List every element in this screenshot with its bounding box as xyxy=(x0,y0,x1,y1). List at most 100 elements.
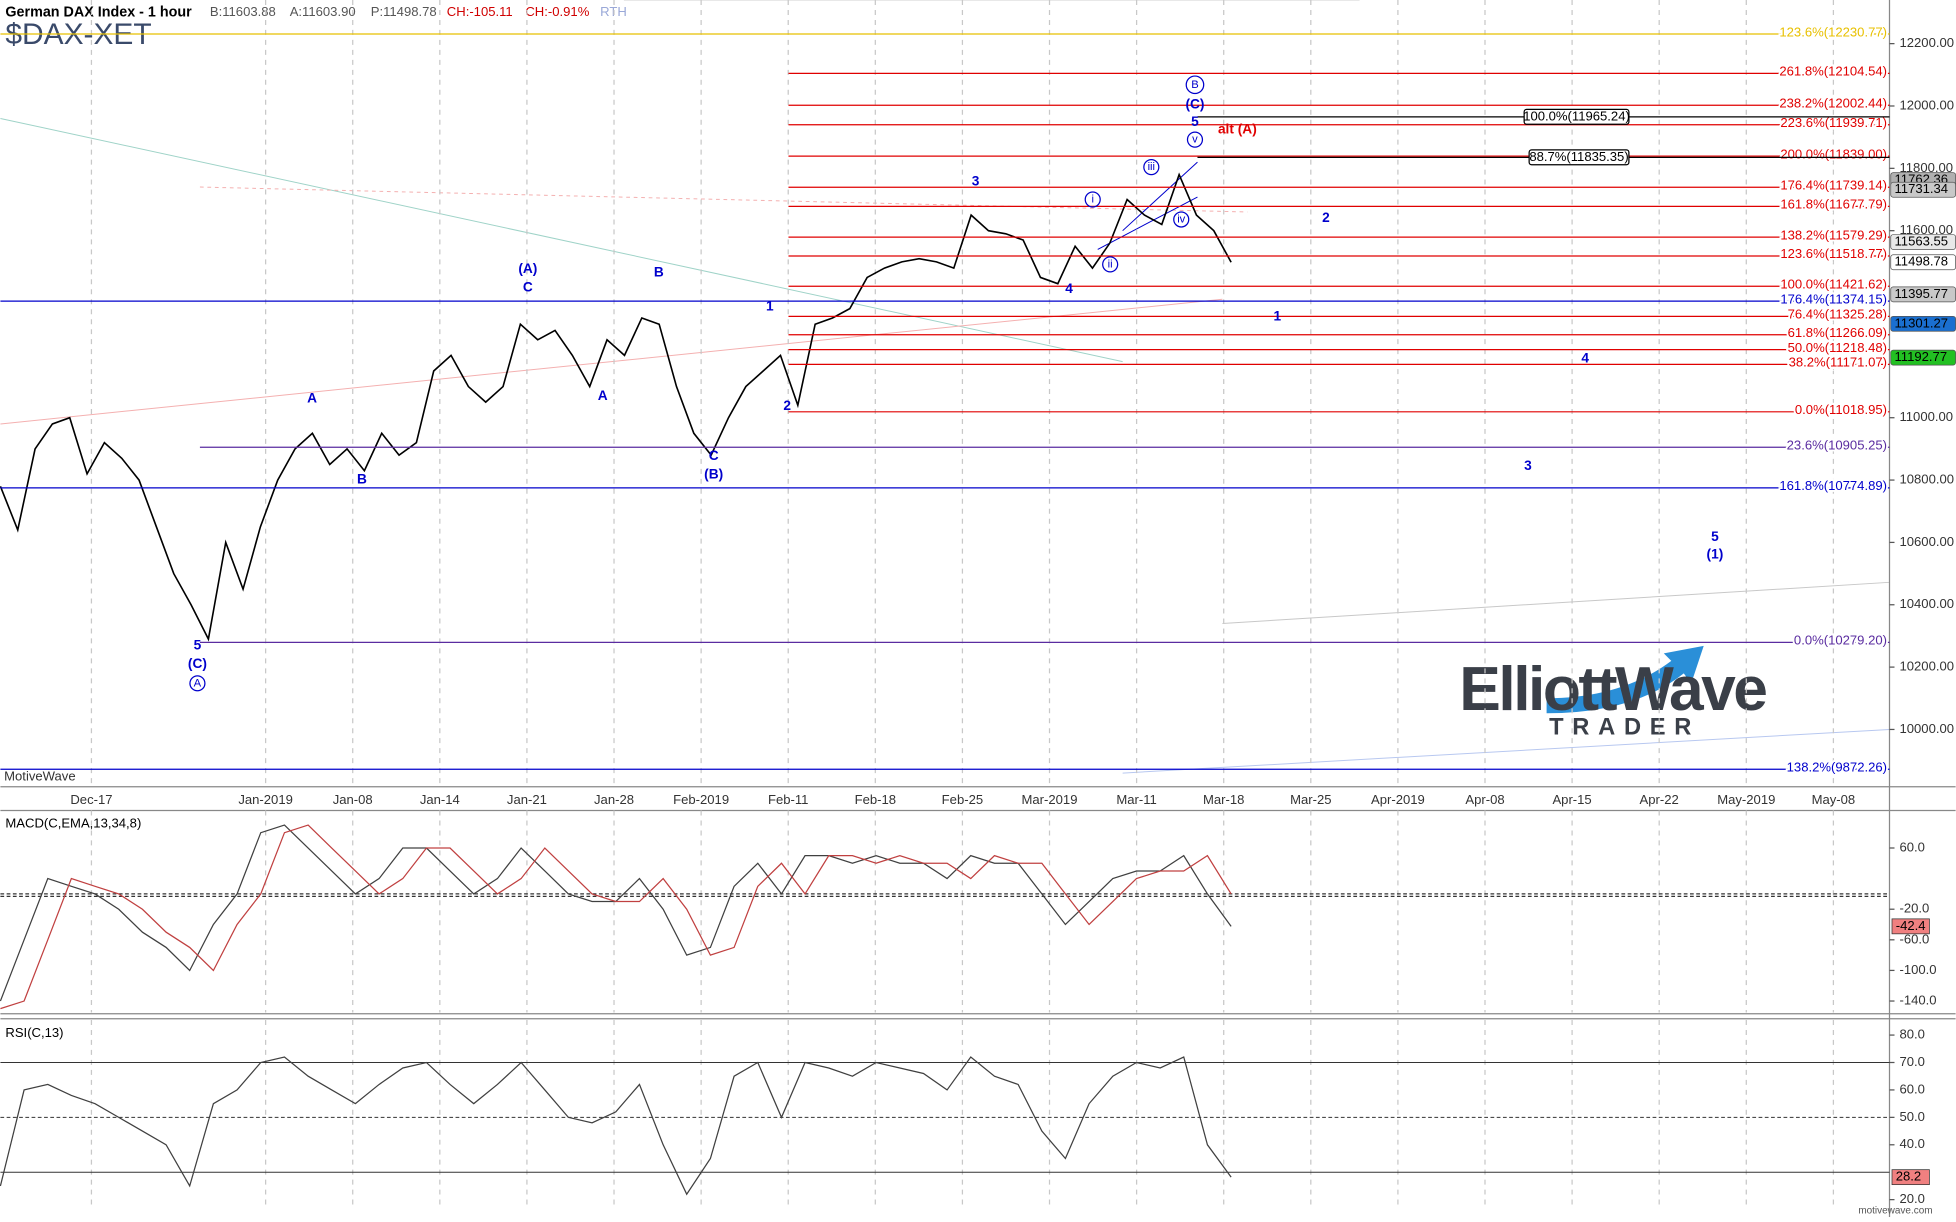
wave-label: iv xyxy=(1177,213,1185,225)
fib-level-label: 176.4%(11374.15) xyxy=(1780,291,1887,306)
logo-title: ElliottWave xyxy=(1459,655,1766,724)
fib-level-label: 0.0%(10279.20) xyxy=(1794,633,1887,648)
wave-circle xyxy=(1173,211,1190,228)
x-tick-label: Apr-15 xyxy=(1552,792,1591,807)
x-tick-label: May-2019 xyxy=(1717,792,1775,807)
projection-label: 100.0%(11965.24) xyxy=(1523,108,1630,123)
wave-label: 2 xyxy=(783,398,791,413)
wave-label: iii xyxy=(1148,161,1155,173)
fib-level-label: 161.8%(10774.89) xyxy=(1779,478,1887,493)
y-tick-label: 10800.00 xyxy=(1899,472,1954,487)
wave-label: i xyxy=(1091,193,1094,205)
x-tick-label: Mar-11 xyxy=(1116,792,1156,807)
y-tick-label: 50.0 xyxy=(1899,1109,1924,1124)
wave-label: ii xyxy=(1108,258,1113,270)
channel-line xyxy=(1222,581,1890,624)
y-tick-label: 12000.00 xyxy=(1899,97,1954,112)
pane-title: RSI(C,13) xyxy=(5,1025,63,1040)
logo-subtitle: TRADER xyxy=(1549,714,1700,740)
wave-label: 4 xyxy=(1065,281,1073,296)
y-tick-label: 20.0 xyxy=(1899,1191,1924,1206)
y-tick-label: 40.0 xyxy=(1899,1136,1924,1151)
fib-level-label: 23.6%(10905.25) xyxy=(1787,437,1887,452)
wave-label: 5 xyxy=(194,638,202,653)
wave-label: A xyxy=(307,391,317,406)
chart-title: German DAX Index - 1 hour xyxy=(5,4,192,20)
pane-title: MACD(C,EMA,13,34,8) xyxy=(5,816,141,831)
y-tick-label: 11800.00 xyxy=(1899,160,1953,175)
wave-label: (C) xyxy=(188,656,207,671)
y-tick-label: 10200.00 xyxy=(1899,659,1954,674)
fib-level-label: 61.8%(11266.09) xyxy=(1788,325,1887,340)
fib-level-label: 161.8%(11677.79) xyxy=(1780,197,1887,212)
y-tick-label: -140.0 xyxy=(1899,992,1936,1007)
last-value-label: -42.4 xyxy=(1896,918,1926,933)
wave-label: C xyxy=(709,448,719,463)
wave-circle xyxy=(1084,191,1101,208)
bid: B:11603.88 xyxy=(210,4,276,19)
change-pct: CH:-0.91% xyxy=(525,4,589,19)
price-tag-label: 11395.77 xyxy=(1894,286,1948,301)
last-value-tag xyxy=(1891,1169,1930,1186)
wave-circle xyxy=(1102,256,1119,273)
fib-level-label: 0.0%(11018.95) xyxy=(1795,402,1887,417)
channel-line xyxy=(1097,196,1198,250)
price-tag-label: 11563.55 xyxy=(1894,233,1948,248)
y-tick-label: 11000.00 xyxy=(1899,409,1953,424)
wave-label: A xyxy=(598,388,608,403)
fib-level-label: 50.0%(11218.48) xyxy=(1788,340,1887,355)
channel-line xyxy=(0,117,1123,363)
wave-label: 3 xyxy=(1524,458,1532,473)
y-tick-label: 60.0 xyxy=(1899,839,1924,854)
y-tick-label: 12200.00 xyxy=(1899,35,1954,50)
x-tick-label: Mar-18 xyxy=(1203,792,1244,807)
x-tick-label: Dec-17 xyxy=(70,792,112,807)
y-tick-label: 10000.00 xyxy=(1899,721,1954,736)
wave-circle xyxy=(1143,158,1160,176)
x-tick-label: Mar-2019 xyxy=(1022,792,1078,807)
fib-level-label: 138.2%(9872.26) xyxy=(1787,759,1887,774)
trend-lines xyxy=(0,0,1890,774)
wave-label: (B) xyxy=(704,467,723,482)
last-value-tag xyxy=(1891,918,1930,935)
wave-label: 1 xyxy=(766,298,774,313)
wave-label: (A) xyxy=(518,261,537,276)
y-tick-label: 10600.00 xyxy=(1899,534,1954,549)
x-tick-label: Feb-25 xyxy=(942,792,983,807)
channel-line xyxy=(1122,728,1890,774)
watermark: MotiveWave xyxy=(4,768,75,783)
fib-level-label: 123.6%(12230.77) xyxy=(1779,24,1887,39)
x-tick-label: Jan-14 xyxy=(420,792,460,807)
last-value-label: 28.2 xyxy=(1896,1169,1921,1184)
fib-level-label: 123.6%(11518.77) xyxy=(1780,246,1887,261)
wave-label: C xyxy=(523,280,533,295)
wave-label: alt (A) xyxy=(1218,121,1257,136)
last-price: P:11498.78 xyxy=(371,4,437,19)
channel-line xyxy=(1122,161,1198,232)
wave-label: 2 xyxy=(1322,210,1330,225)
x-tick-label: Jan-21 xyxy=(507,792,547,807)
wave-label: B xyxy=(654,265,664,280)
wave-label: B xyxy=(357,472,367,487)
x-tick-label: Jan-2019 xyxy=(238,792,293,807)
wave-circle xyxy=(1186,131,1204,148)
y-tick-label: 11600.00 xyxy=(1899,222,1953,237)
y-tick-label: 80.0 xyxy=(1899,1027,1924,1042)
x-tick-label: Feb-11 xyxy=(768,792,808,807)
wave-label: B xyxy=(1191,79,1198,91)
fib-level-label: 223.6%(11939.71) xyxy=(1780,115,1887,130)
price-tag-label: 11192.77 xyxy=(1894,349,1947,364)
ask: A:11603.90 xyxy=(290,4,356,19)
price-tag-label: 11498.78 xyxy=(1894,254,1948,269)
wave-label: 5 xyxy=(1711,529,1719,544)
wave-label: 3 xyxy=(972,174,980,189)
wave-label: 4 xyxy=(1581,351,1589,366)
x-tick-label: May-08 xyxy=(1812,792,1856,807)
x-tick-label: Apr-08 xyxy=(1465,792,1504,807)
fib-level-label: 261.8%(12104.54) xyxy=(1779,64,1887,79)
x-tick-label: Feb-18 xyxy=(855,792,896,807)
x-tick-label: Apr-22 xyxy=(1640,792,1679,807)
fib-level-label: 238.2%(12002.44) xyxy=(1779,95,1887,110)
y-tick-label: -60.0 xyxy=(1899,931,1929,946)
fib-level-label: 38.2%(11171.07) xyxy=(1789,355,1887,370)
